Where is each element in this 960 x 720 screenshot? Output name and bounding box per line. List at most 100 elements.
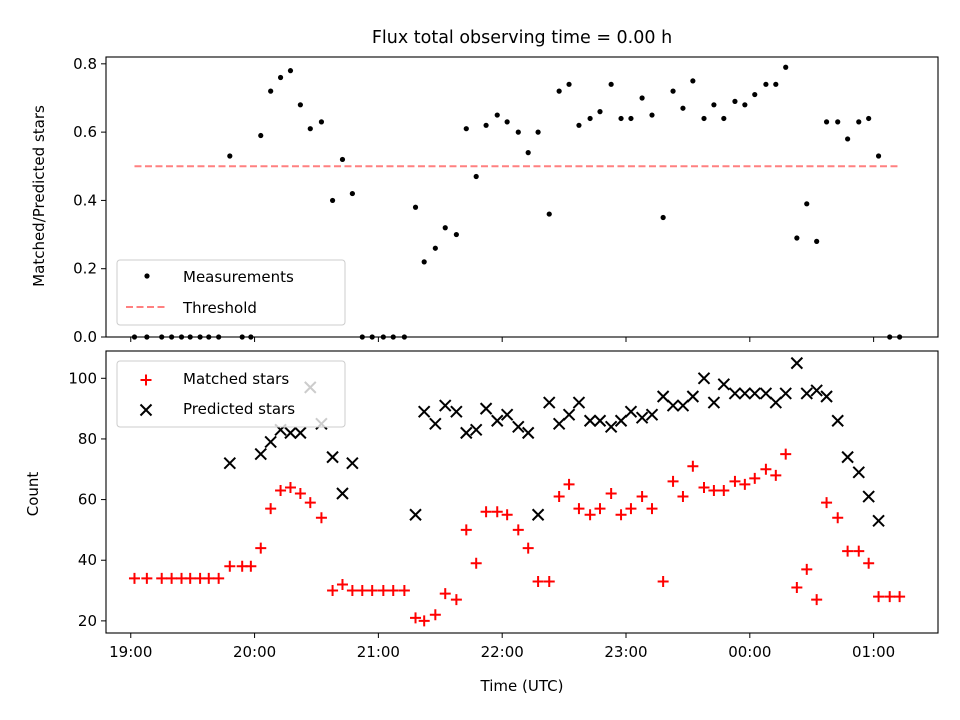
measurement-point	[421, 259, 427, 265]
measurements-legend-label: Measurements	[183, 268, 294, 286]
measurement-point	[814, 238, 820, 244]
predicted-star-point	[841, 450, 854, 464]
matched-star-point	[821, 497, 833, 509]
matched-star-point	[356, 585, 368, 597]
matched-star-point	[894, 591, 906, 603]
matched-star-point	[141, 572, 153, 584]
predicted-legend-marker	[139, 403, 153, 417]
count-y-tick-label: 20	[78, 612, 97, 630]
measurement-point	[227, 153, 233, 159]
matched-star-point	[553, 491, 565, 503]
matched-star-point	[203, 572, 215, 584]
matched-star-point	[501, 509, 513, 521]
matched-star-point	[842, 545, 854, 557]
matched-star-point	[708, 484, 720, 496]
measurement-point	[504, 119, 510, 125]
threshold-legend-label: Threshold	[182, 299, 257, 317]
predicted-star-point	[707, 396, 721, 409]
measurement-point	[587, 115, 593, 122]
matched-star-point	[387, 585, 399, 597]
matched-star-point	[749, 472, 761, 484]
matched-star-point	[801, 563, 813, 575]
measurement-point	[268, 88, 274, 94]
matched-star-point	[594, 503, 606, 515]
predicted-star-point	[779, 387, 792, 400]
ratio-y-tick-label: 0.6	[73, 123, 97, 141]
predicted-star-point	[512, 420, 525, 434]
count-x-tick-label: 22:00	[481, 643, 524, 661]
matched-star-point	[470, 557, 482, 569]
count-legend: Matched stars Predicted stars	[116, 360, 346, 428]
predicted-star-point	[223, 456, 237, 470]
matched-star-point	[573, 503, 585, 515]
matched-star-point	[366, 585, 378, 597]
predicted-star-point	[872, 514, 885, 528]
count-y-tick-label: 40	[78, 551, 97, 569]
predicted-star-point	[645, 408, 659, 421]
matched-star-point	[480, 506, 492, 518]
predicted-star-point	[409, 508, 422, 521]
measurement-point	[556, 88, 562, 94]
matched-star-point	[760, 463, 772, 475]
measurement-point	[535, 129, 541, 135]
ratio-panel: Flux total observing time = 0.00 h 0.00.…	[30, 28, 939, 346]
predicted-star-point	[562, 408, 576, 421]
measurement-point	[804, 201, 810, 207]
ratio-legend-box	[116, 259, 346, 326]
predicted-star-point	[326, 450, 339, 464]
matched-star-point	[128, 572, 140, 584]
matched-star-point	[698, 481, 710, 493]
predicted-star-point	[656, 390, 670, 403]
measurement-point	[442, 225, 448, 231]
matched-star-point	[166, 572, 178, 584]
count-x-tick-label: 19:00	[109, 643, 152, 661]
measurement-point	[660, 214, 666, 221]
measurement-point	[639, 95, 645, 101]
measurement-point	[752, 91, 758, 98]
matched-star-point	[275, 484, 287, 496]
measurement-point	[597, 109, 603, 115]
count-frame	[105, 350, 939, 634]
predicted-star-point	[604, 420, 618, 434]
measurement-point	[432, 245, 438, 251]
predicted-star-point	[748, 387, 761, 400]
measurement-point	[287, 68, 294, 74]
predicted-star-point	[738, 387, 752, 400]
predicted-star-point	[450, 405, 463, 418]
matched-star-point	[532, 575, 544, 587]
count-panel: 20 40 60 80 100 19:00 20:00 21:00 22:00 23:00 00:0…	[24, 350, 939, 695]
measurement-point	[680, 105, 686, 111]
matched-star-point	[460, 524, 472, 536]
matched-star-point	[304, 497, 316, 509]
predicted-star-point	[491, 414, 504, 427]
predicted-star-point	[469, 423, 483, 437]
count-x-tick-label: 01:00	[852, 643, 895, 661]
predicted-star-point	[831, 414, 844, 427]
predicted-star-point	[460, 426, 473, 440]
matched-star-point	[294, 488, 306, 500]
matched-star-point	[853, 545, 865, 557]
measurement-point	[690, 78, 696, 84]
measurement-point	[329, 197, 336, 204]
predicted-star-point	[635, 411, 649, 424]
predicted-star-point	[572, 396, 586, 409]
ratio-frame	[105, 56, 939, 338]
matched-star-point	[718, 484, 730, 496]
matched-star-point	[450, 594, 462, 606]
predicted-star-point	[521, 426, 535, 440]
matched-star-point	[512, 524, 524, 536]
matched-star-point	[791, 582, 803, 594]
count-y-tick-label: 60	[78, 491, 97, 509]
matched-star-point	[811, 594, 823, 606]
matched-star-point	[729, 475, 741, 487]
predicted-star-point	[759, 387, 773, 400]
measurement-point	[339, 156, 346, 163]
measurement-point	[473, 173, 479, 180]
predicted-star-point	[614, 414, 628, 427]
measurement-point	[835, 119, 841, 125]
measurement-point	[823, 119, 830, 125]
matched-star-point	[584, 509, 596, 521]
matched-star-point	[657, 575, 669, 587]
predicted-star-point	[852, 466, 865, 479]
